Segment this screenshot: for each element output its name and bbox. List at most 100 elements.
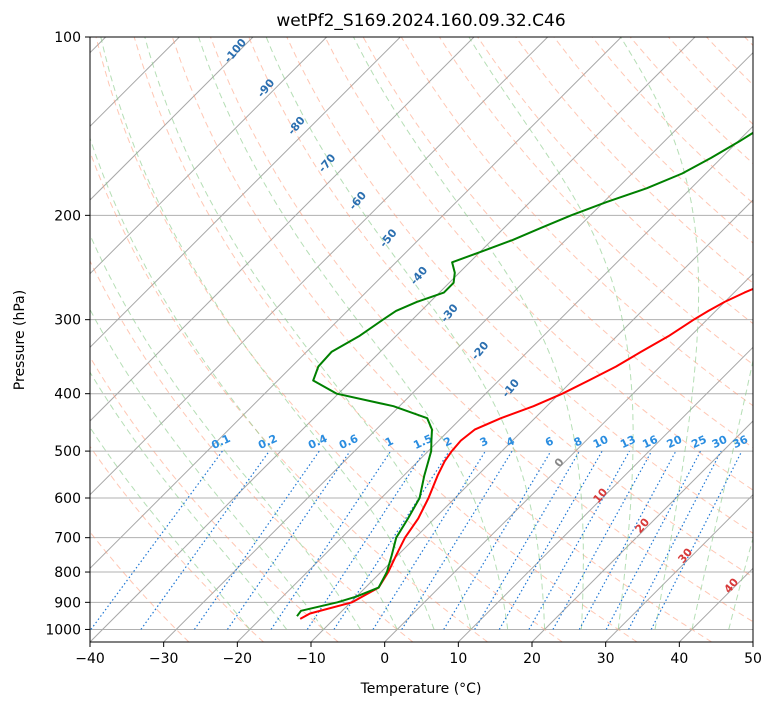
isotherm-line: [90, 37, 622, 570]
dry-adiabat-label: -30: [438, 301, 461, 325]
mixing-ratio-line: [90, 450, 223, 630]
dry-adiabat-label: -100: [221, 36, 249, 66]
moist-adiabat-line: [198, 37, 509, 630]
dry-adiabat-line: [515, 37, 753, 284]
mixing-ratio-label: 3: [478, 434, 490, 449]
moist-adiabat-line: [90, 426, 251, 630]
mixing-ratio-label: 36: [731, 433, 751, 451]
dry-adiabat-line: [90, 445, 264, 642]
moist-adiabat-label: 0: [552, 455, 567, 469]
dry-adiabat-line: [133, 37, 638, 642]
dry-adiabat-line: [90, 531, 190, 642]
isotherm-line: [90, 37, 401, 349]
moist-adiabat-line: [90, 371, 288, 630]
mixing-ratio-label: 8: [572, 434, 584, 449]
moist-adiabat-line: [353, 37, 584, 630]
mixing-ratio-line: [401, 450, 513, 630]
plot-frame: [89, 36, 754, 643]
mixing-ratio-line: [443, 450, 552, 630]
mixing-ratio-label: 20: [665, 433, 685, 451]
mixing-ratio-line: [372, 450, 486, 630]
y-tick-label: 900: [54, 595, 81, 611]
mixing-ratio-label: 13: [618, 433, 637, 451]
dry-adiabat-label: -20: [469, 339, 492, 363]
moist-adiabat-line: [691, 358, 753, 630]
moist-adiabat-label: 10: [590, 485, 610, 505]
profiles: [296, 131, 753, 620]
mixing-ratio-line: [226, 450, 351, 630]
x-axis-label: Temperature (°C): [360, 681, 482, 697]
x-tick-label: 20: [523, 651, 541, 667]
mixing-ratio-label: 16: [640, 433, 660, 451]
x-tick-label: 0: [380, 651, 389, 667]
x-tick-label: 10: [449, 651, 467, 667]
y-tick-label: 400: [54, 387, 81, 403]
line-labels: 0.1 0.2 0.4 0.6 1 1.5 2 3 4 6 8 10 13 16 20 25 30 36-100-…: [209, 36, 751, 596]
mixing-ratio-label: 0.2: [256, 432, 279, 452]
y-tick-label: 300: [54, 313, 81, 329]
moist-adiabat-line: [100, 37, 435, 630]
moist-adiabat-line: [90, 233, 361, 630]
background-grid: [90, 37, 753, 642]
moist-adiabat-line: [265, 37, 546, 630]
dewpoint-line: [296, 131, 753, 617]
isotherm-line: [163, 51, 753, 642]
y-tick-label: 500: [54, 444, 81, 460]
dry-adiabat-label: -10: [499, 376, 522, 400]
y-axis-ticks: 100 200 300 400 500 600 700 800 900 1000: [45, 30, 90, 638]
isotherm-line: [236, 125, 753, 642]
mixing-ratio-line: [605, 450, 702, 630]
y-tick-label: 1000: [45, 622, 81, 638]
isotherm-line: [457, 346, 753, 642]
isotherm-line: [678, 567, 753, 642]
dry-adiabat-line: [95, 37, 563, 642]
moist-adiabat-line: [728, 536, 753, 630]
moist-adiabat-line: [90, 136, 398, 630]
x-tick-label: 40: [670, 651, 688, 667]
y-tick-label: 800: [54, 565, 81, 581]
mixing-ratio-line: [193, 450, 320, 630]
mixing-ratio-line: [333, 450, 450, 630]
mixing-ratio-line: [628, 450, 722, 630]
isotherm-line: [90, 37, 549, 496]
dry-adiabat-line: [438, 37, 753, 366]
moist-adiabat-label: 20: [632, 515, 652, 535]
y-axis-label: Pressure (hPa): [12, 290, 28, 390]
mixing-ratio-label: 0.4: [306, 432, 329, 452]
x-tick-label: 50: [744, 651, 762, 667]
dry-adiabat-line: [210, 37, 753, 623]
x-tick-label: −20: [223, 651, 253, 667]
y-tick-label: 100: [54, 30, 81, 46]
mixing-ratio-line: [140, 450, 270, 630]
isotherm-line: [384, 272, 753, 642]
dry-adiabat-line: [706, 37, 753, 86]
mixing-ratio-line: [474, 450, 580, 630]
x-axis-ticks: −40 −30 −20 −10 0 10 20 30 40 50: [75, 642, 762, 667]
moist-adiabat-label: 30: [675, 545, 695, 565]
mixing-ratio-label: 6: [543, 434, 556, 449]
isotherm-line: [605, 493, 753, 642]
dry-adiabat-line: [90, 150, 488, 642]
dry-adiabat-line: [286, 37, 753, 534]
y-tick-label: 200: [54, 208, 81, 224]
isotherm-line: [531, 420, 753, 642]
isotherm-line: [90, 37, 475, 422]
y-tick-label: 700: [54, 531, 81, 547]
mixing-ratio-label: 25: [689, 433, 708, 451]
moist-adiabat-line: [144, 37, 472, 630]
dry-adiabat-line: [324, 37, 753, 491]
chart-title: wetPf2_S169.2024.160.09.32.C46: [276, 11, 565, 31]
x-tick-label: −30: [149, 651, 179, 667]
mixing-ratio-line: [650, 450, 743, 630]
x-tick-label: 30: [597, 651, 615, 667]
mixing-ratio-label: 10: [591, 433, 611, 451]
isotherm-line: [90, 37, 328, 275]
moist-adiabat-line: [90, 308, 324, 630]
moist-adiabat-line: [620, 37, 700, 630]
isotherm-line: [90, 37, 254, 201]
dry-adiabat-line: [90, 356, 339, 642]
dry-adiabat-label: -80: [285, 114, 308, 138]
mixing-ratio-line: [578, 450, 677, 630]
dry-adiabat-line: [90, 259, 414, 642]
